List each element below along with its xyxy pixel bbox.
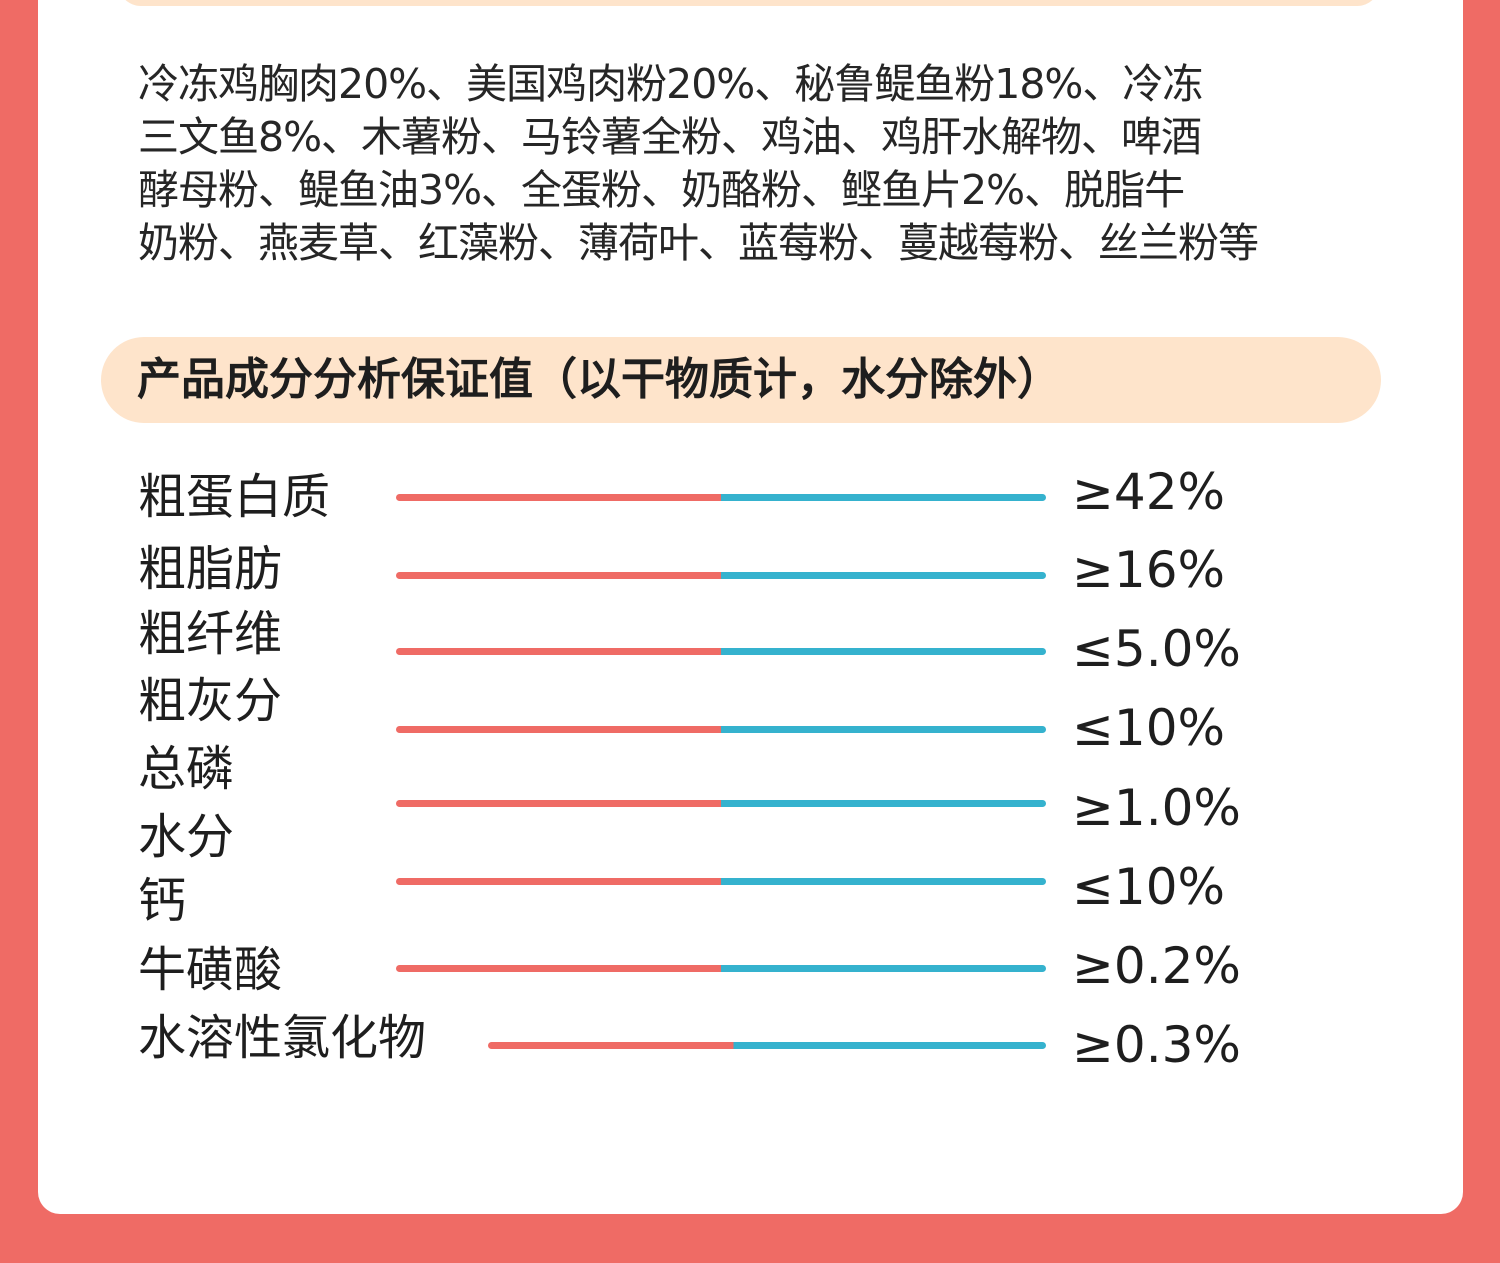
nutrient-leader-line: [396, 800, 1046, 807]
nutrient-label-moisture: 水分: [138, 809, 235, 865]
nutrient-leader-line: [396, 648, 1046, 655]
nutrient-label-total-phosphorus: 总磷: [138, 741, 235, 797]
nutrient-label-crude-fat: 粗脂肪: [138, 541, 283, 597]
nutrient-label-water-soluble-chloride: 水溶性氯化物: [138, 1010, 427, 1066]
previous-section-header: [118, 0, 1380, 6]
nutrient-value-crude-ash: ≤10%: [1072, 699, 1226, 757]
nutrient-value-crude-protein: ≥42%: [1072, 463, 1226, 521]
content-card: [38, 0, 1463, 1214]
nutrient-leader-line: [396, 726, 1046, 733]
nutrient-value-total-phosphorus: ≥1.0%: [1072, 779, 1241, 837]
nutrient-value-moisture: ≤10%: [1072, 858, 1226, 916]
nutrient-label-crude-ash: 粗灰分: [138, 673, 283, 729]
nutrient-value-water-soluble-chloride: ≥0.3%: [1072, 1016, 1241, 1074]
nutrient-leader-line: [488, 1042, 1046, 1049]
nutrient-label-taurine: 牛磺酸: [138, 942, 283, 998]
nutrient-leader-line: [396, 572, 1046, 579]
ingredients-list: 冷冻鸡胸肉20%、美国鸡肉粉20%、秘鲁鳀鱼粉18%、冷冻 三文鱼8%、木薯粉、…: [138, 60, 1259, 267]
nutrient-value-crude-fat: ≥16%: [1072, 541, 1226, 599]
nutrient-leader-line: [396, 965, 1046, 972]
nutrient-value-crude-fiber: ≤5.0%: [1072, 620, 1241, 678]
nutrient-leader-line: [396, 494, 1046, 501]
nutrient-label-crude-fiber: 粗纤维: [138, 606, 283, 662]
nutrient-label-crude-protein: 粗蛋白质: [138, 469, 331, 525]
analysis-title: 产品成分分析保证值（以干物质计，水分除外）: [137, 354, 1061, 405]
nutrient-value-calcium: ≥0.2%: [1072, 937, 1241, 995]
nutrient-label-calcium: 钙: [138, 873, 187, 929]
nutrient-leader-line: [396, 878, 1046, 885]
analysis-section-header: 产品成分分析保证值（以干物质计，水分除外）: [101, 337, 1381, 423]
